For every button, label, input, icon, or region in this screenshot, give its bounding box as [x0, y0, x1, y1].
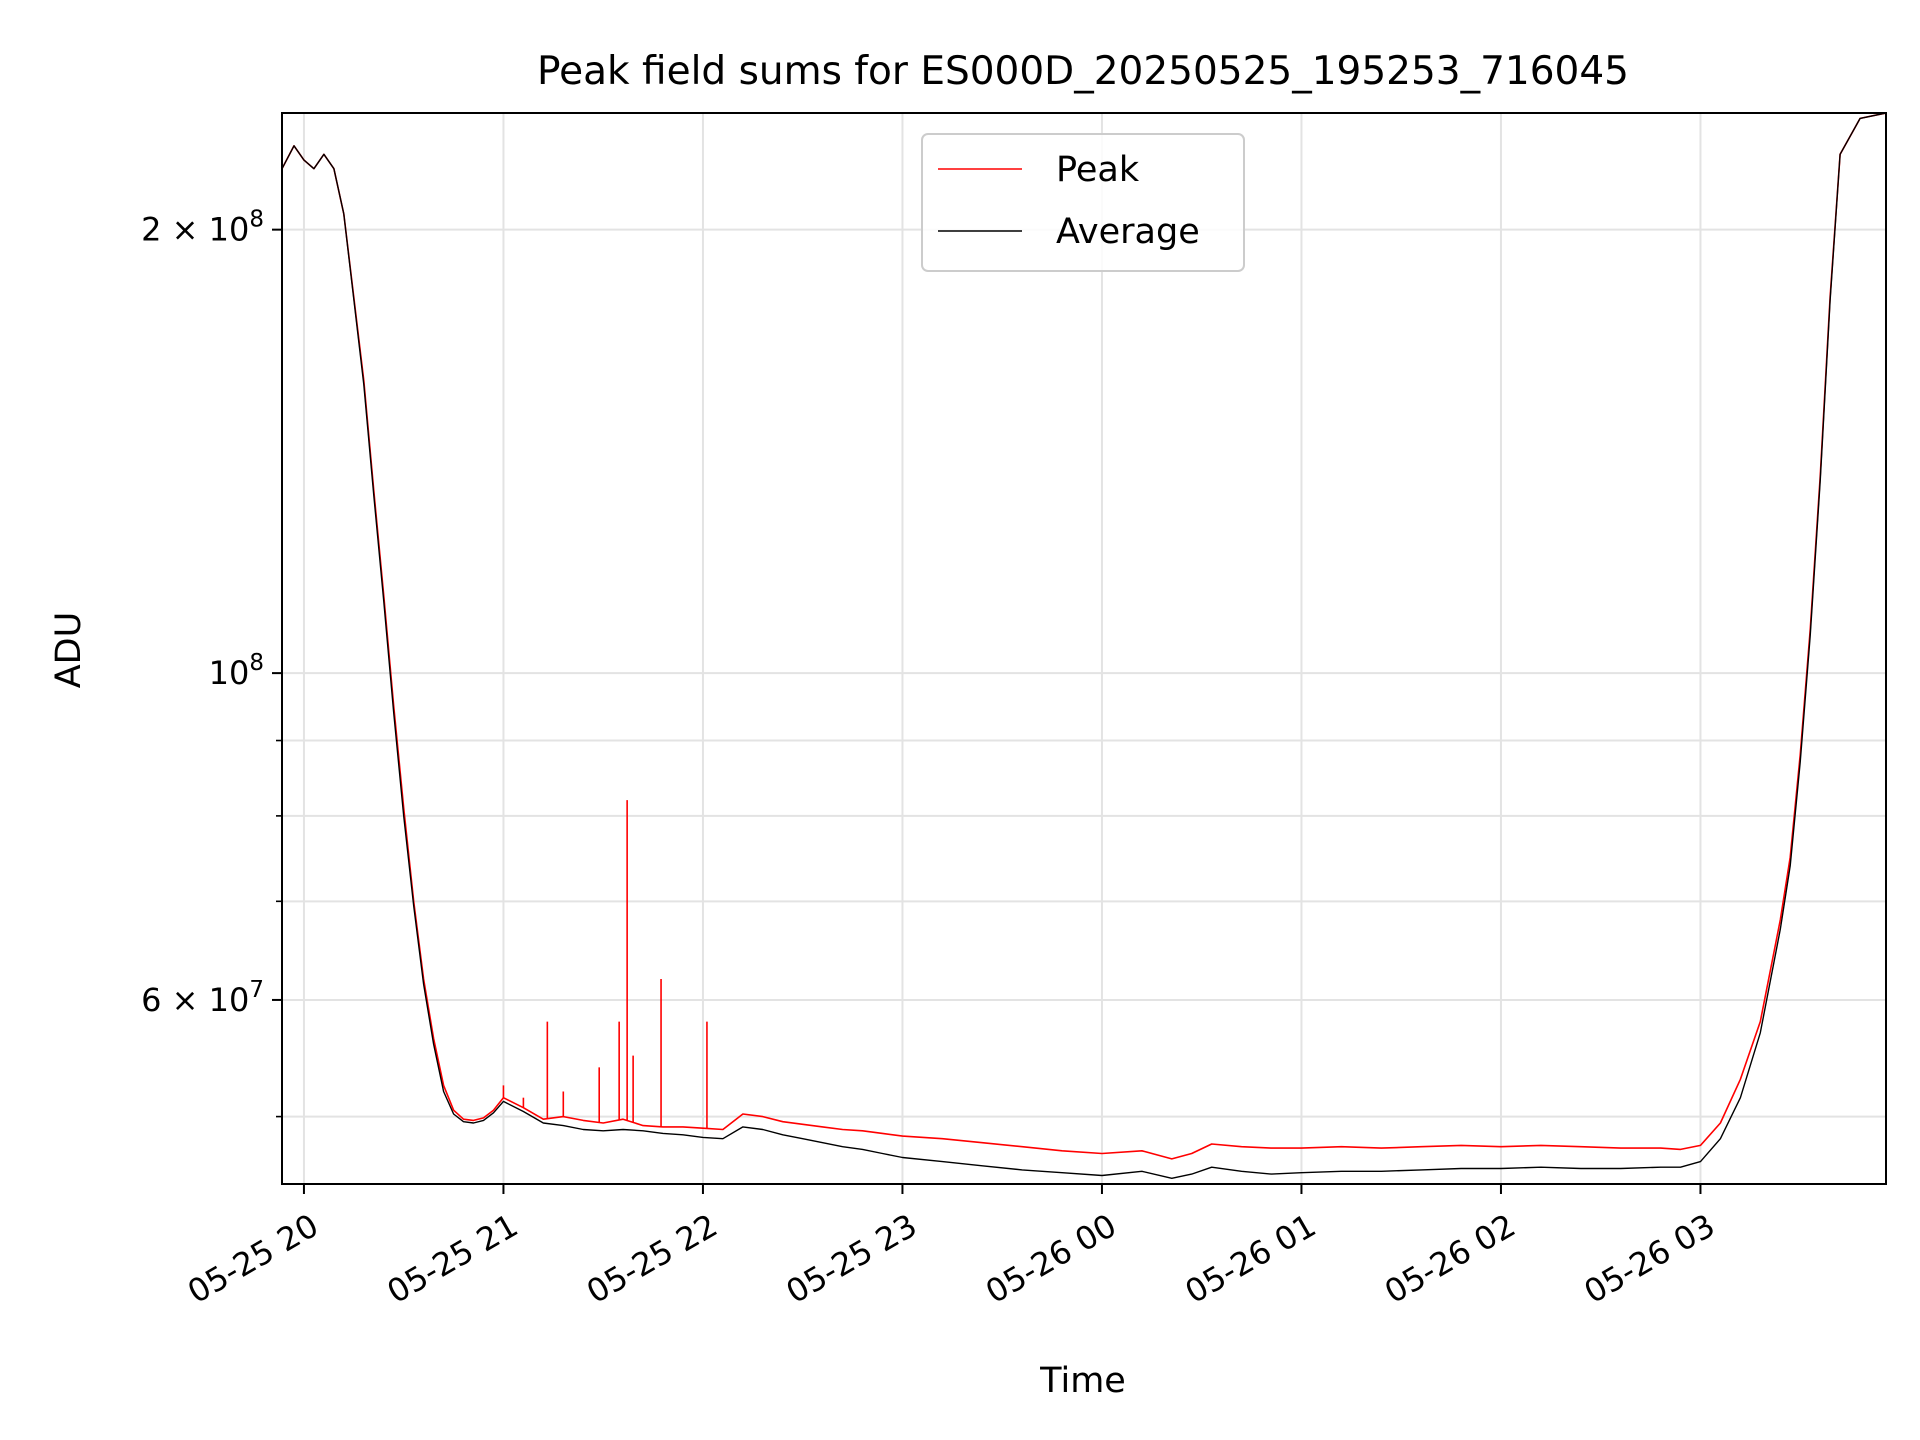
y-tick-label: 6 × 107 — [141, 977, 264, 1019]
x-axis-label: Time — [1039, 1361, 1126, 1401]
legend-average-label: Average — [1056, 212, 1200, 252]
y-tick-label: 2 × 108 — [141, 207, 264, 249]
y-tick-exponent: 7 — [249, 977, 264, 1003]
y-tick-base: 10 — [209, 654, 250, 692]
y-tick-label: 108 — [209, 650, 264, 692]
chart-title: Peak field sums for ES000D_20250525_1952… — [537, 49, 1629, 94]
y-axis-label: ADU — [49, 612, 89, 689]
plot-area — [282, 113, 1886, 1180]
series-line-average — [282, 113, 1886, 1180]
plot-frame — [281, 112, 1887, 1185]
y-tick-exponent: 8 — [249, 207, 264, 233]
legend: Peak Average — [921, 133, 1245, 272]
y-tick-base: 2 × 10 — [141, 211, 249, 249]
y-tick-base: 6 × 10 — [141, 981, 249, 1019]
legend-peak-label: Peak — [1056, 150, 1140, 190]
y-tick-exponent: 8 — [249, 650, 264, 676]
